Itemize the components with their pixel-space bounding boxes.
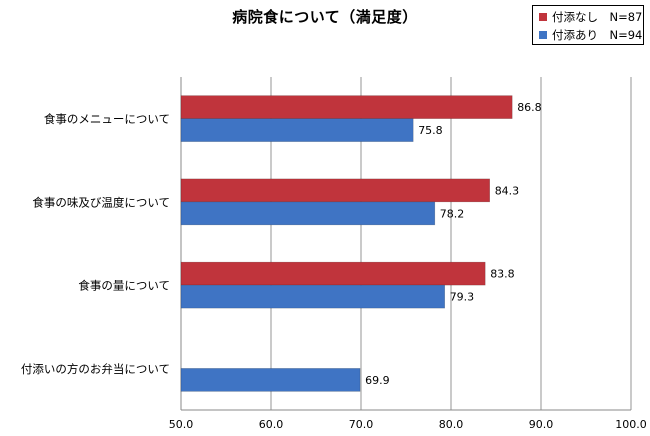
x-tick-label-2: 70.0 [349, 418, 374, 431]
category-label-1: 食事のメニューについて [44, 112, 170, 126]
bar-series-2-cat-3 [180, 284, 446, 309]
legend: 付添なし N=87 付添あり N=94 [532, 5, 644, 45]
legend-label-series-2: 付添あり N=94 [552, 28, 643, 42]
data-label-series-1-cat-3: 83.8 [490, 268, 515, 281]
data-label-series-2-cat-2: 78.2 [440, 207, 465, 220]
category-label-3: 食事の量について [78, 279, 170, 293]
data-label-series-2-cat-1: 75.8 [418, 124, 443, 137]
bar-series-1-cat-1 [180, 95, 513, 119]
legend-label-series-1: 付添なし N=87 [552, 10, 643, 24]
data-label-series-1-cat-2: 84.3 [495, 184, 520, 197]
category-label-2: 食事の味及び温度について [32, 195, 170, 209]
legend-swatch-series-1 [539, 13, 547, 21]
bar-series-2-cat-2 [180, 201, 436, 226]
bar-series-2-cat-1 [180, 118, 414, 142]
x-tick-label-5: 100.0 [615, 418, 647, 431]
x-tick-label-1: 60.0 [259, 418, 284, 431]
data-label-series-1-cat-1: 86.8 [517, 101, 542, 114]
legend-swatch-series-2 [539, 31, 547, 39]
x-tick-label-4: 90.0 [529, 418, 554, 431]
x-tick-label-3: 80.0 [439, 418, 464, 431]
chart-title: 病院食について（満足度） [232, 8, 418, 26]
data-label-series-2-cat-3: 79.3 [450, 291, 475, 304]
bar-series-1-cat-2 [180, 178, 491, 203]
bar-series-1-cat-3 [180, 261, 486, 286]
legend-item-series-1: 付添なし N=87 [539, 9, 642, 25]
legend-item-series-2: 付添あり N=94 [539, 27, 642, 43]
category-label-4: 付添いの方のお弁当について [21, 362, 170, 376]
x-tick-label-0: 50.0 [169, 418, 194, 431]
data-label-series-2-cat-4: 69.9 [365, 374, 390, 387]
bar-series-2-cat-4 [180, 368, 361, 392]
